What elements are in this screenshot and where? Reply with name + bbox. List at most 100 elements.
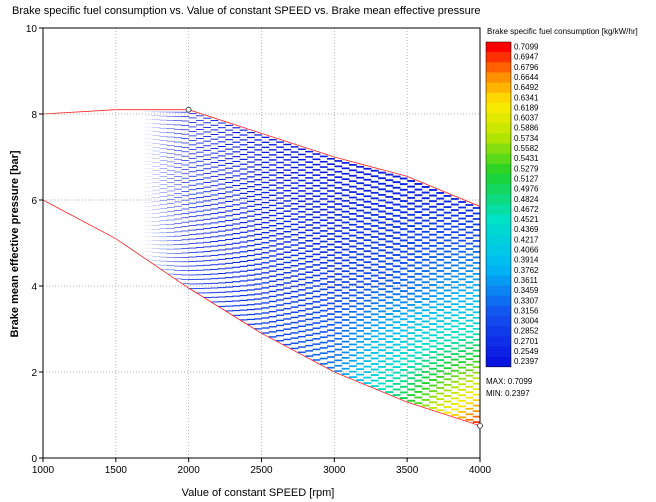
contour-cell: [378, 365, 386, 368]
contour-cell: [450, 353, 459, 355]
contour-cell: [465, 341, 474, 344]
colorbar-title: Brake specific fuel consumption [kg/kW/h…: [487, 27, 638, 36]
contour-cell: [348, 180, 357, 183]
contour-cell: [407, 292, 416, 295]
contour-cell: [472, 338, 480, 341]
contour-cell: [436, 203, 445, 206]
contour-cell: [392, 304, 401, 307]
contour-cell: [239, 280, 248, 282]
contour-cell: [188, 144, 197, 146]
contour-cell: [181, 186, 190, 188]
contour-cell: [472, 223, 480, 226]
contour-cell: [348, 169, 357, 172]
colorbar-swatch: [486, 163, 511, 175]
contour-cell: [283, 189, 292, 192]
contour-cell: [443, 361, 452, 364]
contour-cell: [246, 309, 255, 311]
contour-cell: [225, 129, 233, 131]
contour-cell: [356, 231, 365, 234]
contour-cell: [276, 187, 284, 189]
contour-cell: [407, 258, 416, 261]
contour-cell: [217, 193, 226, 195]
contour-cell: [239, 178, 248, 180]
contour-cell: [429, 384, 437, 387]
contour-cell: [363, 310, 372, 313]
contour-cell: [312, 348, 321, 351]
contour-cell: [181, 204, 190, 205]
contour-cell: [268, 336, 277, 338]
contour-cell: [268, 265, 277, 267]
contour-cell: [319, 341, 328, 344]
contour-cell: [370, 269, 379, 272]
contour-cell: [290, 223, 299, 226]
contour-cell: [290, 244, 299, 246]
contour-cell: [414, 368, 423, 371]
contour-cell: [225, 205, 233, 207]
contour-cell: [385, 374, 394, 377]
contour-cell: [341, 292, 350, 294]
contour-cell: [407, 275, 416, 278]
contour-cell: [443, 400, 452, 403]
contour-cell: [268, 255, 277, 257]
contour-cell: [297, 299, 306, 301]
contour-cell: [232, 310, 241, 312]
contour-cell: [210, 175, 219, 177]
contour-cell: [305, 250, 314, 253]
contour-cell: [297, 351, 306, 354]
contour-cell: [297, 335, 306, 338]
contour-cell: [254, 134, 263, 136]
contour-cell: [407, 270, 416, 273]
contour-cell: [341, 319, 350, 321]
contour-cell: [348, 202, 357, 204]
contour-cell: [276, 253, 284, 255]
contour-cell: [385, 340, 394, 343]
contour-cell: [334, 246, 343, 249]
contour-cell: [370, 346, 379, 349]
contour-cell: [246, 195, 255, 198]
contour-cell: [305, 219, 314, 221]
contour-cell: [239, 275, 248, 277]
contour-cell: [341, 232, 350, 235]
contour-cell: [356, 264, 365, 267]
contour-cell: [268, 230, 277, 232]
contour-cell: [246, 323, 255, 325]
contour-cell: [399, 323, 408, 326]
contour-cell: [210, 161, 219, 163]
contour-cell: [341, 373, 350, 375]
contour-cell: [363, 195, 372, 198]
contour-cell: [268, 280, 277, 282]
contour-cell: [429, 189, 437, 191]
contour-cell: [283, 302, 292, 305]
contour-cell: [174, 133, 182, 134]
contour-cell: [348, 234, 357, 237]
contour-cell: [429, 205, 437, 208]
contour-cell: [312, 195, 321, 198]
contour-cell: [239, 236, 248, 238]
contour-cell: [276, 207, 284, 210]
contour-cell: [429, 311, 437, 314]
contour-cell: [334, 170, 343, 173]
contour-cell: [261, 161, 270, 164]
contour-cell: [254, 213, 263, 216]
contour-cell: [290, 327, 299, 329]
contour-cell: [334, 278, 343, 281]
contour-cell: [414, 396, 423, 399]
contour-cell: [363, 283, 372, 286]
contour-cell: [458, 300, 467, 303]
contour-cell: [188, 171, 197, 173]
contour-cell: [283, 307, 292, 310]
contour-cell: [290, 177, 299, 179]
contour-cell: [421, 202, 430, 205]
contour-cell: [210, 292, 219, 294]
contour-cell: [297, 330, 306, 333]
colorbar-label: 0.5582: [514, 144, 539, 153]
contour-cell: [421, 219, 430, 222]
contour-cell: [458, 283, 467, 286]
contour-cell: [195, 201, 204, 203]
contour-cell: [458, 289, 467, 292]
y-tick-label: 2: [31, 368, 37, 379]
contour-cell: [363, 266, 372, 269]
contour-cell: [348, 289, 357, 291]
contour-cell: [312, 327, 321, 330]
contour-cell: [217, 202, 226, 204]
